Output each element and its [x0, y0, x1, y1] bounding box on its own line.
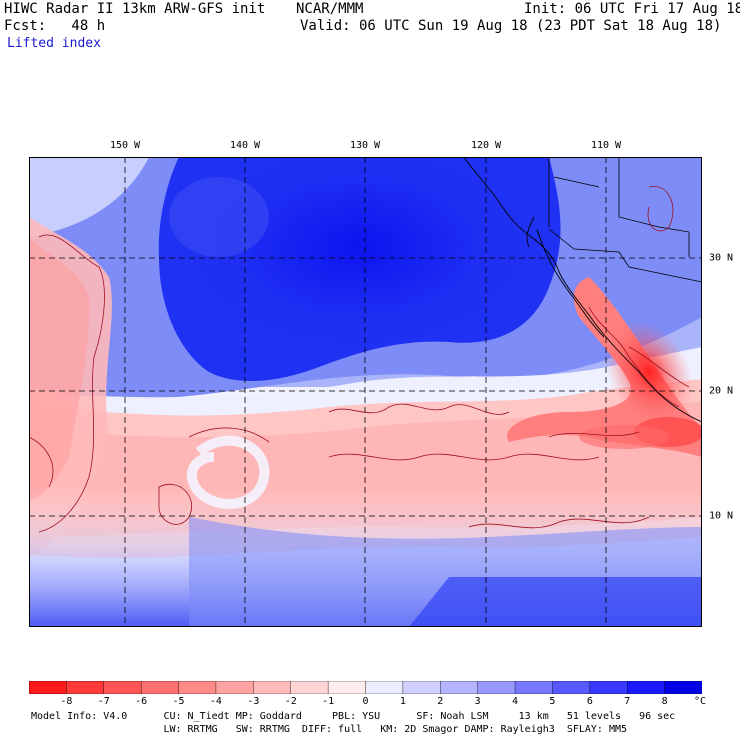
- map-frame: [29, 157, 702, 627]
- colorbar-swatch: [664, 681, 702, 694]
- colorbar-swatch: [402, 681, 441, 694]
- colorbar-tick-label: 4: [512, 696, 519, 707]
- forecast-hour: Fcst: 48 h: [4, 18, 106, 34]
- colorbar-tick-label: -8: [60, 696, 73, 707]
- lifted-index-map: [29, 157, 702, 627]
- lat-label-10n: 10 N: [709, 510, 734, 522]
- model-info-line1: Model Info: V4.0 CU: N_Tiedt MP: Goddard…: [31, 711, 676, 722]
- colorbar-tick-label: -6: [135, 696, 148, 707]
- colorbar-tick-label: -4: [209, 696, 222, 707]
- colorbar-swatch: [589, 681, 628, 694]
- colorbar-swatch: [290, 681, 329, 694]
- lon-label-120w: 120 W: [470, 140, 502, 151]
- model-info-line2: LW: RRTMG SW: RRTMG DIFF: full KM: 2D Sm…: [31, 724, 628, 735]
- political-borders: [548, 157, 702, 283]
- colorbar-tick-label: -5: [172, 696, 185, 707]
- colorbar-swatch: [627, 681, 666, 694]
- colorbar-tick-label: -1: [322, 696, 335, 707]
- colorbar-tick-label: 3: [474, 696, 481, 707]
- lon-label-130w: 130 W: [349, 140, 381, 151]
- colorbar-swatch: [327, 681, 367, 694]
- colorbar-swatch: [66, 681, 105, 694]
- lat-label-30n: 30 N: [709, 252, 734, 264]
- colorbar-swatch: [178, 681, 217, 694]
- colorbar-tick-label: 1: [399, 696, 406, 707]
- colorbar-tick-label: 2: [437, 696, 444, 707]
- colorbar-unit-label: °C: [693, 696, 707, 707]
- model-title: HIWC Radar II 13km ARW-GFS init: [4, 1, 266, 17]
- colorbar-tick-label: 7: [624, 696, 631, 707]
- coastline: [463, 157, 702, 423]
- colorbar-tick-label: 8: [661, 696, 668, 707]
- lat-lon-grid: [29, 157, 702, 627]
- field-name: Lifted index: [7, 36, 101, 51]
- colorbar-swatch: [440, 681, 479, 694]
- lon-label-110w: 110 W: [590, 140, 622, 151]
- colorbar-swatch: [253, 681, 292, 694]
- colorbar-swatch: [552, 681, 591, 694]
- colorbar-swatch: [514, 681, 554, 694]
- init-time: Init: 06 UTC Fri 17 Aug 18: [524, 1, 740, 17]
- colorbar-tick-label: 5: [549, 696, 556, 707]
- lon-label-150w: 150 W: [109, 140, 141, 151]
- colorbar: [29, 681, 702, 694]
- colorbar-swatch: [477, 681, 516, 694]
- valid-time: Valid: 06 UTC Sun 19 Aug 18 (23 PDT Sat …: [300, 18, 722, 34]
- colorbar-swatch: [140, 681, 180, 694]
- colorbar-tick-label: -7: [97, 696, 110, 707]
- colorbar-tick-label: -3: [247, 696, 260, 707]
- colorbar-swatch: [103, 681, 142, 694]
- colorbar-swatch: [365, 681, 404, 694]
- colorbar-swatch: [215, 681, 255, 694]
- colorbar-swatch: [29, 681, 68, 694]
- colorbar-tick-label: -2: [284, 696, 297, 707]
- lat-label-20n: 20 N: [709, 385, 734, 397]
- institution-label: NCAR/MMM: [296, 1, 364, 17]
- colorbar-tick-label: 0: [362, 696, 369, 707]
- lon-label-140w: 140 W: [229, 140, 261, 151]
- contour-lines: [29, 185, 690, 533]
- colorbar-tick-label: 6: [586, 696, 593, 707]
